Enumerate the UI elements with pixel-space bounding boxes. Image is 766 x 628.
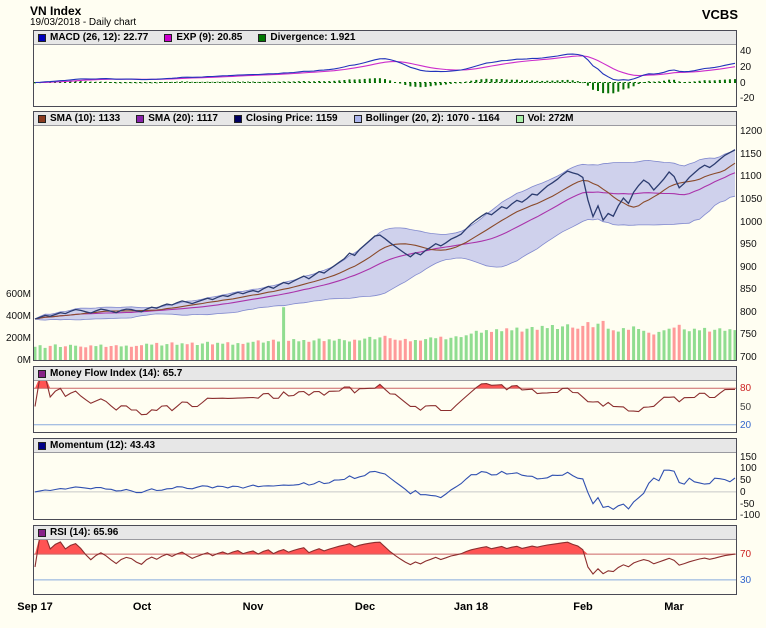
sma10-legend-label: SMA (10): 1133 <box>50 113 121 124</box>
y-axis-label: 50 <box>740 402 752 413</box>
volume-axis-label: 0M <box>17 355 31 366</box>
x-axis-label: Sep 17 <box>17 601 53 613</box>
divergence-legend-label: Divergence: 1.921 <box>270 32 356 43</box>
mfi-panel: Money Flow Index (14): 65.7 <box>33 366 737 433</box>
mfi-legend-label: Money Flow Index (14): 65.7 <box>50 368 183 379</box>
y-axis-label: -100 <box>740 510 761 521</box>
volume-axis-label: 200M <box>5 333 31 344</box>
mfi-legend-item: Money Flow Index (14): 65.7 <box>38 368 182 379</box>
momentum-swatch-icon <box>38 441 46 450</box>
momentum-legend-label: Momentum (12): 43.43 <box>50 440 156 451</box>
momentum-panel: Momentum (12): 43.43 <box>33 438 737 520</box>
y-axis-label: 750 <box>740 329 757 340</box>
price-legend: SMA (10): 1133 SMA (20): 1117 Closing Pr… <box>34 112 736 126</box>
y-axis-label: -20 <box>740 93 755 104</box>
y-axis-label: 0 <box>740 487 746 498</box>
volume-legend-item: Vol: 272M <box>515 113 574 124</box>
mfi-swatch-icon <box>38 369 46 378</box>
y-axis-label: 40 <box>740 46 752 57</box>
y-axis-label: 850 <box>740 284 757 295</box>
exp-legend-item: EXP (9): 20.85 <box>164 32 242 43</box>
volume-axis-label: 400M <box>5 311 31 322</box>
macd-legend: MACD (26, 12): 22.77 EXP (9): 20.85 Dive… <box>34 31 736 45</box>
x-axis-label: Dec <box>354 601 376 613</box>
price-plot <box>34 148 736 360</box>
x-axis-label: Feb <box>573 601 593 613</box>
macd-legend-label: MACD (26, 12): 22.77 <box>50 32 149 43</box>
rsi-legend-label: RSI (14): 65.96 <box>50 527 119 538</box>
rsi-swatch-icon <box>38 528 46 537</box>
sma10-legend-item: SMA (10): 1133 <box>38 113 120 124</box>
divergence-legend-item: Divergence: 1.921 <box>258 32 355 43</box>
x-axis-label: Mar <box>664 601 684 613</box>
exp-swatch-icon <box>164 33 173 42</box>
x-axis-label: Oct <box>132 601 152 613</box>
sma10-swatch-icon <box>38 114 46 123</box>
y-axis-label: 900 <box>740 262 757 273</box>
bollinger-legend-label: Bollinger (20, 2): 1070 - 1164 <box>365 113 500 124</box>
y-axis-label: 1000 <box>740 217 763 228</box>
y-axis-label: 150 <box>740 452 757 463</box>
divergence-swatch-icon <box>258 33 267 42</box>
macd-panel: MACD (26, 12): 22.77 EXP (9): 20.85 Dive… <box>33 30 737 107</box>
sma20-legend-label: SMA (20): 1117 <box>148 113 218 124</box>
macd-plot <box>34 53 736 94</box>
bollinger-swatch-icon <box>353 114 362 123</box>
rsi-legend: RSI (14): 65.96 <box>34 526 736 540</box>
macd-legend-item: MACD (26, 12): 22.77 <box>38 32 148 43</box>
momentum-plot <box>34 469 736 510</box>
brand-label: VCBS <box>701 7 738 22</box>
y-axis-label: 1150 <box>740 149 762 160</box>
y-axis-label: 30 <box>740 575 752 586</box>
x-axis-label: Jan 18 <box>453 601 489 613</box>
exp-legend-label: EXP (9): 20.85 <box>176 32 243 43</box>
price-panel: SMA (10): 1133 SMA (20): 1117 Closing Pr… <box>33 111 737 361</box>
volume-swatch-icon <box>515 114 524 123</box>
macd-swatch-icon <box>38 33 46 42</box>
y-axis-label: 800 <box>740 307 757 318</box>
y-axis-label: 1050 <box>740 194 763 205</box>
y-axis-label: 70 <box>740 549 752 560</box>
y-axis-label: 50 <box>740 475 752 486</box>
sma20-legend-item: SMA (20): 1117 <box>136 113 218 124</box>
y-axis-label: 950 <box>740 239 757 250</box>
page-title: VN Index <box>30 4 82 18</box>
closing-price-legend-item: Closing Price: 1159 <box>233 113 338 124</box>
x-axis-label: Nov <box>242 601 264 613</box>
y-axis-label: 100 <box>740 463 757 474</box>
y-axis-label: -50 <box>740 499 755 510</box>
mfi-plot <box>34 381 736 426</box>
y-axis-label: 20 <box>740 420 752 431</box>
volume-legend-label: Vol: 272M <box>527 113 574 124</box>
rsi-plot <box>34 540 736 581</box>
bollinger-legend-item: Bollinger (20, 2): 1070 - 1164 <box>353 113 500 124</box>
momentum-legend-item: Momentum (12): 43.43 <box>38 440 155 451</box>
volume-axis-label: 600M <box>5 289 31 300</box>
y-axis-label: 0 <box>740 78 746 89</box>
rsi-legend-item: RSI (14): 65.96 <box>38 527 118 538</box>
closing-price-legend-label: Closing Price: 1159 <box>245 113 338 124</box>
rsi-panel: RSI (14): 65.96 <box>33 525 737 595</box>
chart-subtitle: 19/03/2018 - Daily chart <box>30 17 137 28</box>
momentum-legend: Momentum (12): 43.43 <box>34 439 736 453</box>
y-axis-label: 1100 <box>740 171 762 182</box>
y-axis-label: 1200 <box>740 126 763 137</box>
sma20-swatch-icon <box>136 114 145 123</box>
y-axis-label: 20 <box>740 62 752 73</box>
y-axis-label: 80 <box>740 383 752 394</box>
y-axis-label: 700 <box>740 352 757 363</box>
closing-price-swatch-icon <box>233 114 242 123</box>
mfi-legend: Money Flow Index (14): 65.7 <box>34 367 736 381</box>
